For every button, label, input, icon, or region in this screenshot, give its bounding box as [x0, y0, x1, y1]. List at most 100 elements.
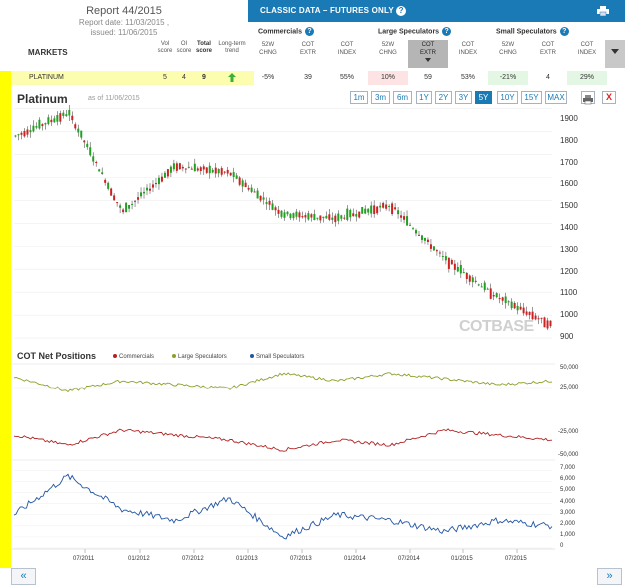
candle-body	[178, 163, 181, 170]
candle-body	[232, 172, 235, 177]
row-value-7: 4	[546, 74, 550, 81]
range-button-3y[interactable]: 3Y	[455, 91, 472, 104]
chart-close-button[interactable]: X	[602, 91, 616, 104]
help-icon[interactable]: ?	[442, 27, 452, 36]
price-tick: 1500	[560, 201, 578, 211]
help-icon[interactable]: ?	[304, 27, 314, 36]
vol-header-line1: Vol	[160, 41, 170, 47]
candle-body	[86, 143, 89, 148]
price-tick: 900	[560, 332, 574, 341]
market-row-platinum[interactable]: PLATINUM 5 4 9 -5% 39 55% 10% 59 53% -21% 4 29%	[0, 71, 625, 85]
subcol-header-6[interactable]: 52W CHNG	[488, 40, 528, 68]
subcol-header-8[interactable]: COT INDEX	[567, 40, 607, 68]
range-button-6m[interactable]: 6m	[393, 91, 412, 104]
candle-body	[175, 163, 178, 171]
print-icon[interactable]	[597, 6, 609, 16]
candle-body	[513, 302, 516, 309]
commercials-tick: -50,000	[558, 452, 579, 458]
candle-body	[453, 263, 456, 270]
chart-print-button[interactable]	[581, 91, 595, 105]
candle-body	[157, 177, 160, 185]
legend-commercials[interactable]: Commercials	[113, 354, 154, 360]
dropdown-button[interactable]	[605, 40, 625, 68]
candle-body	[187, 166, 190, 168]
candle-body	[41, 124, 44, 127]
date-tick: 07/2014	[398, 556, 420, 562]
candle-body	[253, 191, 256, 193]
candle-body	[468, 275, 471, 282]
next-button[interactable]: »	[597, 568, 622, 585]
legend-small[interactable]: Small Speculators	[250, 354, 304, 360]
subcol-header-1[interactable]: COT EXTR	[288, 40, 328, 68]
candle-body	[56, 115, 59, 122]
candle-body	[104, 179, 107, 183]
candle-body	[367, 208, 370, 213]
range-button-1y[interactable]: 1Y	[416, 91, 432, 104]
subcol-header-0[interactable]: 52W CHNG	[248, 40, 288, 68]
subcol-line2: INDEX	[458, 50, 478, 56]
prev-button[interactable]: «	[11, 568, 36, 585]
candle-body	[50, 119, 53, 123]
price-tick: 1300	[560, 244, 578, 254]
range-button-2y[interactable]: 2Y	[435, 91, 452, 104]
oi-score-header[interactable]: OI score	[174, 41, 194, 55]
subcol-header-2[interactable]: COT INDEX	[327, 40, 367, 68]
candle-body	[131, 203, 134, 205]
large-spec-tick: 50,000	[560, 365, 579, 371]
candle-body	[223, 171, 226, 173]
candle-body	[196, 168, 199, 171]
candle-body	[444, 256, 447, 261]
group-commercials: Commercials?	[258, 22, 366, 38]
commercials-line	[13, 428, 553, 452]
candle-body	[471, 277, 474, 283]
help-icon[interactable]: ?	[559, 27, 569, 36]
candle-body	[271, 203, 274, 210]
printer-icon	[583, 95, 593, 105]
range-button-10y[interactable]: 10Y	[497, 91, 518, 104]
candle-body	[543, 317, 546, 328]
subcol-header-5[interactable]: COT INDEX	[448, 40, 488, 68]
candle-body	[205, 167, 208, 173]
candle-body	[128, 204, 131, 209]
vol-score-header[interactable]: Vol score	[155, 41, 175, 55]
total-score-header[interactable]: Total score	[193, 41, 215, 55]
candle-body	[507, 301, 510, 303]
commercials-tick: -25,000	[558, 429, 579, 435]
candle-body	[250, 187, 253, 192]
candle-body	[80, 130, 83, 138]
range-button-15y[interactable]: 15Y	[521, 91, 542, 104]
subcol-header-4[interactable]: COT EXTR	[408, 40, 448, 68]
subcol-line1: 52W	[261, 42, 275, 48]
candle-body	[65, 114, 68, 117]
small-spec-tick: 2,000	[560, 521, 576, 527]
candle-body	[525, 311, 528, 315]
subcol-line1: COT	[340, 42, 354, 48]
candle-body	[274, 207, 277, 211]
range-button-1m[interactable]: 1m	[350, 91, 368, 104]
report-date: Report date: 11/03/2015 ,	[78, 18, 170, 27]
market-name[interactable]: PLATINUM	[11, 71, 144, 85]
trend-header[interactable]: Long-term trend	[216, 41, 248, 55]
candle-body	[462, 272, 465, 274]
candle-body	[125, 202, 128, 213]
candle-body	[71, 115, 74, 121]
report-issued: issued: 11/06/2015	[90, 28, 158, 37]
candle-body	[146, 187, 149, 191]
vol-score: 5	[163, 74, 167, 81]
legend-large[interactable]: Large Speculators	[172, 354, 227, 360]
help-icon[interactable]: ?	[396, 6, 407, 16]
candle-body	[540, 317, 543, 319]
candle-body	[283, 212, 286, 218]
range-button-3m[interactable]: 3m	[371, 91, 390, 104]
range-button-5y[interactable]: 5Y	[475, 91, 492, 104]
row-value-8: 29%	[567, 71, 607, 85]
subcol-header-7[interactable]: COT EXTR	[528, 40, 568, 68]
candle-body	[116, 202, 119, 204]
subcol-header-3[interactable]: 52W CHNG	[368, 40, 408, 68]
candle-body	[247, 187, 250, 190]
cot-net-title: COT Net Positions	[17, 351, 97, 361]
chart-title: Platinum	[17, 92, 68, 106]
candle-body	[420, 235, 423, 240]
candle-body	[549, 320, 552, 327]
range-button-max[interactable]: MAX	[545, 91, 567, 104]
